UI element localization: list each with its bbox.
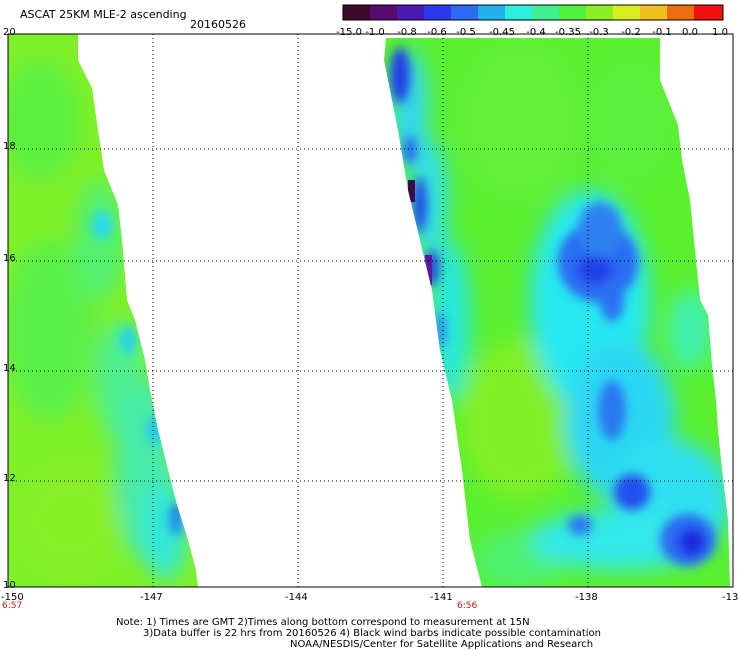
colorbar-swatch: [640, 5, 667, 20]
colorbar-labels: -15.0 -1.0 -0.8 -0.6 -0.5 -0.45 -0.4 -0.…: [336, 27, 728, 38]
lat-label: 18: [3, 141, 16, 152]
product-title: ASCAT 25KM MLE-2 ascending: [20, 8, 187, 21]
colorbar-label: -0.4: [526, 27, 546, 38]
map-frame: [7, 33, 734, 588]
pass-time-label: 6:57: [2, 601, 23, 611]
colorbar-label: -0.45: [489, 27, 515, 38]
note-line: 3)Data buffer is 22 hrs from 20160526 4)…: [143, 628, 601, 639]
colorbar-label: -15.0: [336, 27, 362, 38]
colorbar-swatch: [694, 5, 723, 20]
colorbar-swatch: [505, 5, 532, 20]
lon-label: -147: [140, 592, 163, 603]
colorbar-swatch: [532, 5, 559, 20]
pass-time-label: 6:56: [457, 601, 478, 611]
colorbar-frame: [342, 4, 724, 21]
colorbar-swatch: [370, 5, 397, 20]
colorbar-label: 1.0: [712, 27, 728, 38]
colorbar-swatch: [397, 5, 424, 20]
lat-label: 16: [3, 253, 16, 264]
colorbar-swatch: [559, 5, 586, 20]
colorbar-label: -0.35: [555, 27, 581, 38]
colorbar-label: -1.0: [365, 27, 385, 38]
lat-label: 10: [3, 580, 16, 591]
colorbar-label: -0.8: [397, 27, 417, 38]
colorbar-swatch: [667, 5, 694, 20]
credit-line: NOAA/NESDIS/Center for Satellite Applica…: [290, 639, 594, 650]
colorbar-label: -0.2: [621, 27, 641, 38]
note-line: Note: 1) Times are GMT 2)Times along bot…: [116, 617, 530, 628]
colorbar-swatch: [478, 5, 505, 20]
colorbar-swatch: [424, 5, 451, 20]
colorbar-swatch: [451, 5, 478, 20]
left-swath: [8, 34, 198, 587]
lon-label: -13: [722, 592, 739, 603]
colorbar-label: -0.6: [427, 27, 447, 38]
right-swath: [384, 38, 730, 587]
lon-label: -144: [285, 592, 308, 603]
colorbar-label: -0.1: [652, 27, 672, 38]
product-date: 20160526: [190, 18, 246, 31]
colorbar-label: 0.0: [682, 27, 698, 38]
grid: [8, 34, 733, 587]
lon-label: -150: [1, 592, 24, 603]
lat-label: 14: [3, 363, 16, 374]
lon-label: -141: [430, 592, 453, 603]
lon-label: -138: [575, 592, 598, 603]
lat-label: 20: [3, 27, 16, 38]
colorbar-label: -0.5: [456, 27, 476, 38]
lat-label: 12: [3, 473, 16, 484]
colorbar-swatch: [586, 5, 613, 20]
colorbar: [342, 4, 724, 21]
colorbar-swatch: [613, 5, 640, 20]
colorbar-label: -0.3: [589, 27, 609, 38]
colorbar-swatch: [343, 5, 370, 20]
